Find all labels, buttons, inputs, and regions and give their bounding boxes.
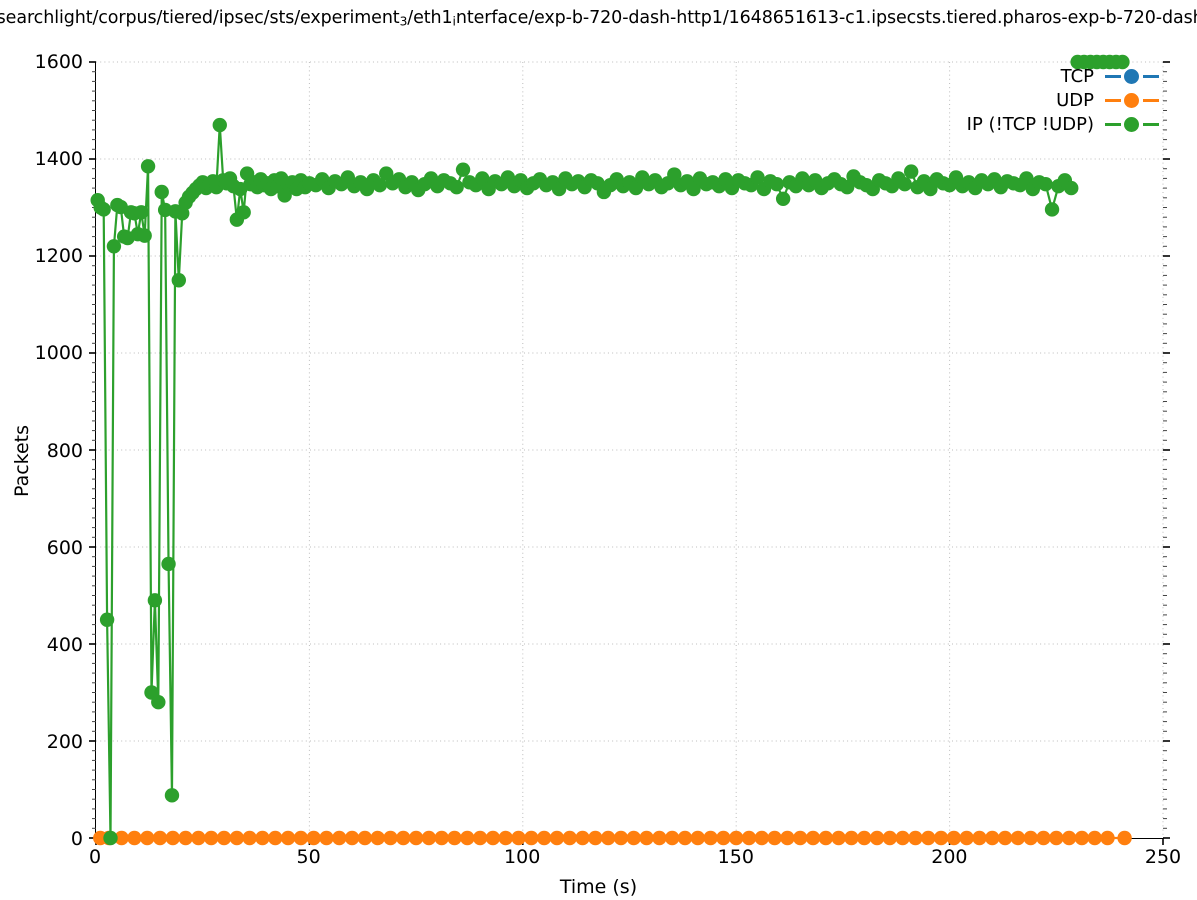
title-part-2: /eth1	[407, 8, 453, 28]
plot-area	[89, 54, 1170, 846]
x-tick-label: 0	[88, 846, 102, 868]
title-subscript-1: 3	[399, 14, 408, 29]
legend-label: UDP	[1056, 89, 1094, 111]
legend-label: IP (!TCP !UDP)	[966, 113, 1094, 135]
title-part-1: /stor0/searchlight/corpus/tiered/ipsec/s…	[0, 8, 400, 28]
x-tick-label: 100	[504, 846, 541, 868]
page-title: /stor0/searchlight/corpus/tiered/ipsec/s…	[0, 8, 1197, 29]
x-tick-label: 50	[296, 846, 321, 868]
title-subscript-2: i	[452, 14, 456, 29]
x-tick-label: 250	[1144, 846, 1182, 868]
legend-entry[interactable]: TCP	[967, 65, 1161, 87]
y-tick-label: 0	[70, 828, 83, 850]
legend-marker-icon	[1103, 91, 1161, 109]
x-axis-label: Time (s)	[559, 876, 638, 898]
x-tick-label: 200	[931, 846, 968, 868]
x-axis-tick-labels: 0 50 100 150 200 250	[89, 846, 1181, 876]
chart-legend: TCP UDP IP (!TCP !UDP)	[967, 62, 1161, 135]
legend-marker-icon	[1103, 67, 1161, 85]
series-udp	[93, 830, 1132, 846]
x-tick-label: 150	[717, 846, 754, 868]
y-tick-label: 1400	[34, 148, 83, 171]
data-series-layer	[90, 54, 1132, 846]
y-tick-label: 1000	[34, 342, 83, 365]
y-tick-label: 1600	[34, 51, 83, 73]
y-tick-label: 200	[46, 730, 83, 753]
y-tick-label: 600	[46, 536, 83, 559]
y-axis-tick-labels: 0 200 400 600 800 1000 1200 1400 1600	[0, 51, 83, 850]
legend-label: TCP	[1060, 65, 1094, 87]
y-tick-label: 1200	[34, 245, 83, 268]
gridlines	[96, 61, 1164, 838]
legend-entry[interactable]: IP (!TCP !UDP)	[967, 113, 1161, 135]
series-ip-tcp-udp-	[90, 54, 1130, 846]
y-tick-label: 400	[46, 633, 83, 656]
y-tick-label: 800	[46, 439, 83, 462]
title-part-3: nterface/exp-b-720-dash-http1/1648651613…	[455, 8, 1197, 28]
legend-entry[interactable]: UDP	[967, 89, 1161, 111]
y-axis-label: Packets	[11, 424, 34, 498]
legend-marker-icon	[1103, 115, 1161, 133]
